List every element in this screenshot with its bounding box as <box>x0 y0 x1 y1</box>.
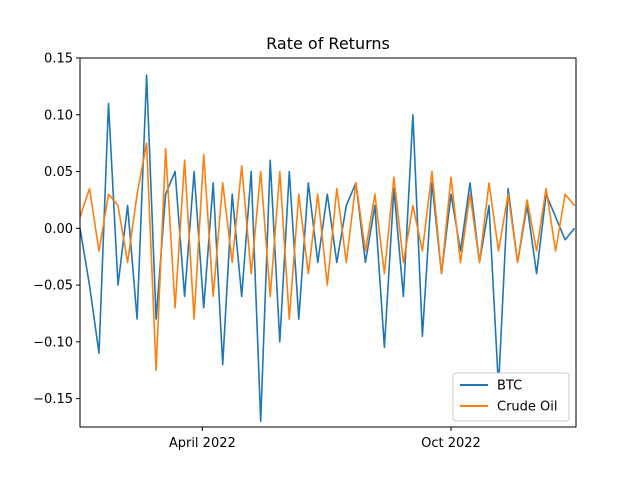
series-line-crude-oil <box>79 142 576 372</box>
legend-label: BTC <box>497 379 522 394</box>
y-tick-label: −0.15 <box>33 392 73 407</box>
legend-label: Crude Oil <box>497 400 558 415</box>
y-tick-label: −0.05 <box>33 279 73 294</box>
y-tick-label: 0.15 <box>44 52 73 67</box>
chart-title: Rate of Returns <box>266 34 390 53</box>
legend-items: BTC Crude Oil <box>460 379 558 415</box>
y-tick-label: 0.10 <box>44 108 73 123</box>
y-axis: 0.15 0.10 0.05 0.00 −0.05 −0.10 −0.15 <box>33 52 80 407</box>
x-axis: April 2022 Oct 2022 <box>169 427 481 451</box>
x-tick-label: Oct 2022 <box>421 436 481 451</box>
axes-frame <box>79 57 577 428</box>
x-tick-label: April 2022 <box>169 436 236 451</box>
plot-area <box>79 74 576 423</box>
y-tick-label: 0.05 <box>44 165 73 180</box>
legend: BTC Crude Oil <box>452 372 570 422</box>
y-tick-label: −0.10 <box>33 335 73 350</box>
series-line-btc <box>79 74 576 423</box>
y-tick-label: 0.00 <box>44 222 73 237</box>
